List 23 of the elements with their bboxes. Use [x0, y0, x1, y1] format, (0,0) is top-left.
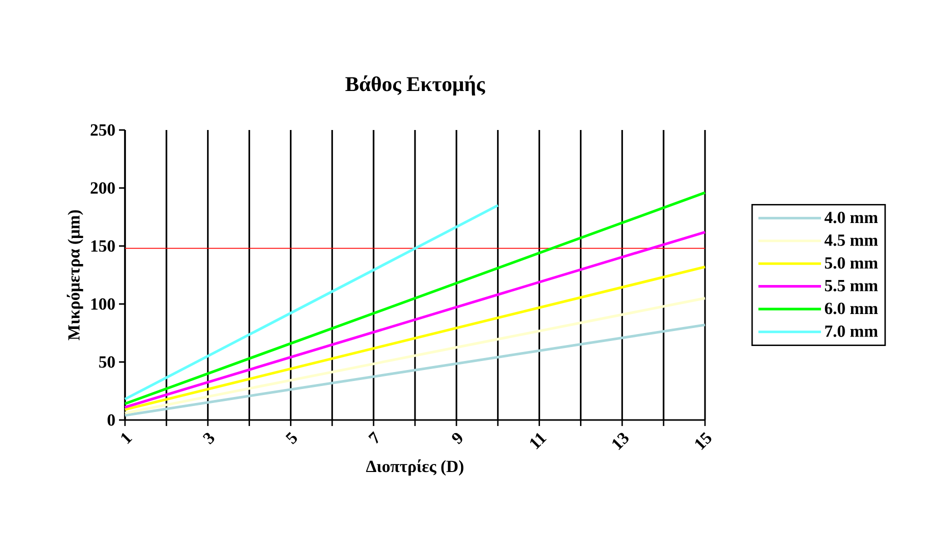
x-tick-label: 5: [286, 432, 297, 444]
x-tick-label: 9: [452, 432, 462, 444]
legend-label: 4.5 mm: [824, 234, 878, 246]
legend-label: 6.0 mm: [824, 302, 878, 314]
x-tick-label: 11: [530, 432, 547, 450]
x-axis-title: Διοπτρίες (D): [366, 459, 464, 476]
legend-label: 4.0 mm: [824, 212, 878, 224]
y-tick-label: 50: [99, 356, 115, 368]
x-tick-label: 1: [121, 432, 132, 444]
y-tick-label: 150: [91, 240, 115, 252]
legend-label: 5.5 mm: [824, 280, 878, 292]
y-tick-label: 200: [90, 182, 115, 194]
y-axis-title: Μικρόμετρα (μm): [66, 210, 84, 340]
x-tick-label: 7: [368, 431, 378, 444]
x-tick-label: 13: [612, 432, 628, 450]
legend-label: 5.0 mm: [824, 257, 878, 269]
legend-label: 7.0 mm: [825, 325, 878, 338]
y-tick-label: 0: [108, 414, 115, 426]
chart-title: Βάθος Εκτομής: [345, 75, 486, 96]
y-tick-label: 250: [90, 124, 115, 136]
y-tick-label: 100: [91, 298, 115, 310]
x-tick-label: 15: [695, 432, 712, 450]
x-tick-label: 3: [202, 432, 214, 444]
